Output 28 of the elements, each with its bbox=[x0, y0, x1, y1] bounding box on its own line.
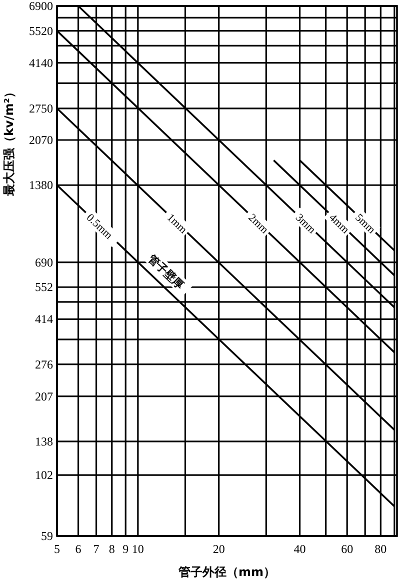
y-axis-title: 最大压强（kv/m²） bbox=[2, 86, 16, 197]
x-tick-label: 5 bbox=[54, 542, 60, 556]
y-tick-label: 4140 bbox=[29, 56, 53, 70]
x-tick-label: 10 bbox=[132, 542, 144, 556]
x-tick-label: 7 bbox=[93, 542, 100, 556]
annotation: 管子壁厚 bbox=[144, 252, 186, 292]
y-tick-label: 414 bbox=[35, 312, 53, 326]
y-tick-label: 276 bbox=[35, 357, 53, 372]
x-tick-label: 9 bbox=[122, 542, 129, 556]
y-tick-label: 2750 bbox=[29, 101, 53, 116]
y-tick-label: 207 bbox=[35, 389, 53, 404]
x-tick-label: 40 bbox=[294, 542, 306, 556]
y-tick-label: 552 bbox=[35, 280, 53, 294]
y-tick-label: 102 bbox=[35, 468, 53, 482]
y-tick-label: 2070 bbox=[29, 133, 53, 148]
y-tick-label: 59 bbox=[41, 529, 53, 543]
x-tick-label: 60 bbox=[341, 542, 354, 556]
y-tick-label: 1380 bbox=[29, 178, 53, 192]
y-tick-label: 5520 bbox=[29, 24, 53, 38]
y-tick-label: 690 bbox=[35, 255, 53, 270]
text: 4mm bbox=[326, 212, 352, 236]
x-tick-label: 8 bbox=[108, 542, 115, 556]
x-tick-label: 20 bbox=[212, 542, 225, 556]
x-tick-label: 6 bbox=[75, 542, 82, 556]
x-axis-title: 管子外径（mm） bbox=[177, 565, 276, 579]
x-tick-label: 80 bbox=[374, 542, 387, 556]
y-tick-label: 138 bbox=[35, 434, 53, 448]
y-tick-label: 6900 bbox=[29, 0, 53, 13]
